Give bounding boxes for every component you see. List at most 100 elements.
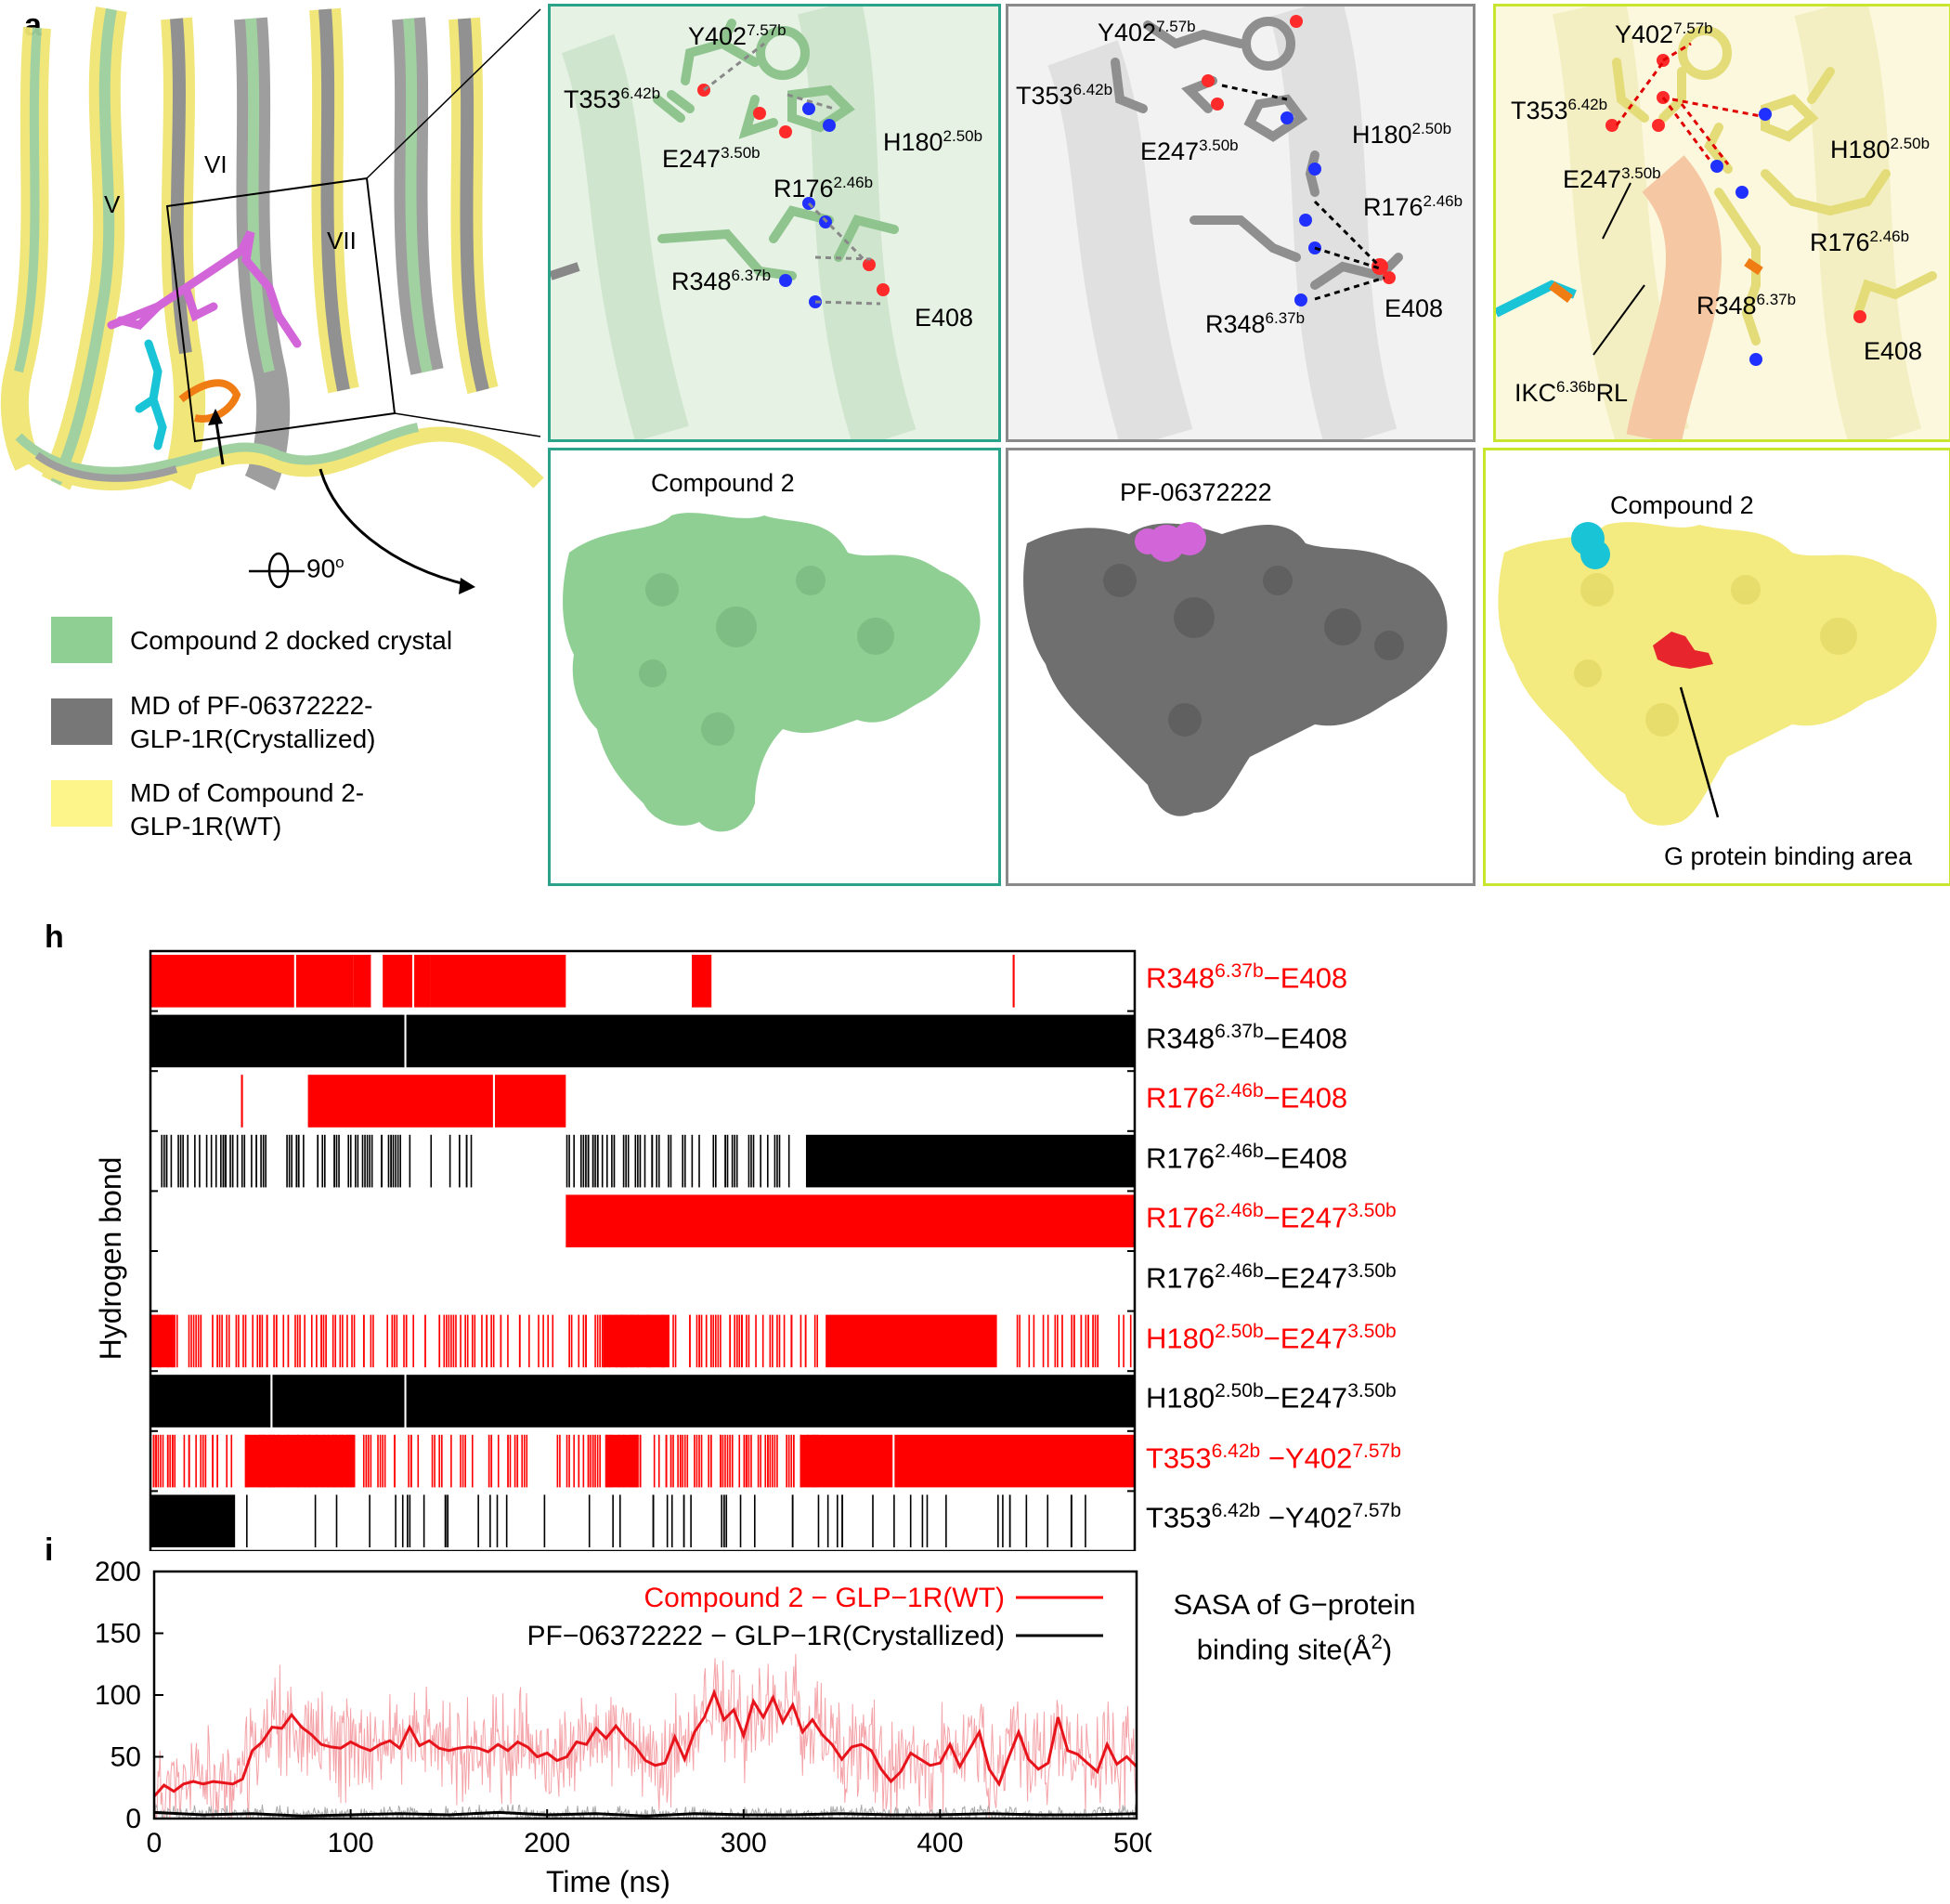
hbond-event — [686, 1434, 689, 1488]
c-label-e408: E408 — [1384, 294, 1444, 322]
hbond-event — [282, 1314, 285, 1368]
hbond-event — [568, 1434, 570, 1488]
hbond-event — [377, 1434, 379, 1488]
hbond-event — [333, 1134, 335, 1188]
hbond-event — [578, 1314, 580, 1368]
b-label-r176: R1762.46b — [774, 174, 874, 202]
hbond-event — [396, 1134, 399, 1188]
hbond-event — [496, 1494, 499, 1547]
hbond-event — [210, 1134, 213, 1188]
hbond-event — [712, 1314, 715, 1368]
sasa-xlabel: Time (ns) — [546, 1865, 670, 1898]
d-label-r176: R1762.46b — [1810, 228, 1910, 256]
hbond-event — [760, 1434, 761, 1488]
helix-label-vii: VII — [327, 227, 357, 254]
hbond-event — [748, 1314, 750, 1368]
hbond-event — [260, 1134, 262, 1188]
hbond-row-label: R1762.46b−E408 — [1146, 1140, 1348, 1175]
hbond-event — [278, 1434, 280, 1488]
hbond-event — [1094, 1314, 1097, 1368]
hbond-span — [406, 1375, 1136, 1428]
hbond-event — [231, 1134, 234, 1188]
c-label-e247: E2473.50b — [1140, 137, 1239, 165]
hbond-event — [729, 1434, 731, 1488]
hbond-event — [672, 1314, 674, 1368]
hbond-event — [1085, 1494, 1086, 1547]
hbond-span — [1012, 955, 1015, 1008]
hbond-event — [407, 1494, 409, 1547]
hbond-event — [288, 1134, 291, 1188]
panel-g: Compound 2 G protein binding area — [1483, 448, 1950, 886]
hbond-event — [738, 1314, 741, 1368]
hbond-event — [310, 1314, 313, 1368]
hbond-event — [1046, 1314, 1049, 1368]
hbond-event — [746, 1314, 748, 1368]
hbond-event — [618, 1494, 621, 1547]
hbond-event — [244, 1434, 247, 1488]
hbond-event — [766, 1134, 769, 1188]
f-title: PF-06372222 — [1120, 478, 1272, 506]
c-label-h180: H1802.50b — [1352, 120, 1452, 149]
hbond-span — [495, 1075, 566, 1128]
hbond-event — [634, 1434, 637, 1488]
hbond-span — [692, 955, 712, 1008]
hbond-event — [690, 1494, 692, 1547]
hbond-event — [722, 1494, 725, 1547]
hbond-event — [299, 1314, 301, 1368]
hbond-event — [195, 1434, 197, 1488]
hbond-event — [390, 1134, 393, 1188]
hbond-event — [176, 1314, 178, 1368]
hbond-event — [268, 1434, 271, 1488]
hbond-event — [1123, 1314, 1124, 1368]
hbond-event — [1129, 1314, 1132, 1368]
x-tick-label: 300 — [721, 1828, 767, 1858]
pf06372222-ligand — [107, 229, 302, 348]
hbond-event — [270, 1434, 273, 1488]
hbond-event — [438, 1434, 440, 1488]
hbond-event — [790, 1434, 793, 1488]
hbond-event — [349, 1134, 352, 1188]
hbond-event — [332, 1314, 334, 1368]
hbond-event — [670, 1134, 672, 1188]
hbond-event — [422, 1494, 425, 1547]
legend-label-pf-md: MD of PF-06372222- GLP-1R(Crystallized) — [130, 691, 376, 753]
hbond-event — [741, 1314, 743, 1368]
hbond-event — [294, 1314, 296, 1368]
hbond-event — [460, 1314, 462, 1368]
hbond-event — [474, 1314, 476, 1368]
hbond-event — [725, 1494, 728, 1547]
sasa-ylabel-line1: SASA of G−protein — [1173, 1588, 1416, 1621]
hbond-event — [1054, 1314, 1057, 1368]
hbond-event — [481, 1314, 483, 1368]
d-label-r348: R3486.37b — [1696, 291, 1797, 320]
y-tick-label: 50 — [110, 1742, 141, 1773]
hbond-event — [1046, 1494, 1049, 1547]
hbond-event — [448, 1314, 450, 1368]
hbond-event — [169, 1434, 171, 1488]
e-title: Compound 2 — [651, 469, 795, 497]
hbond-event — [205, 1134, 208, 1188]
hbond-event — [417, 1434, 420, 1488]
hbond-event — [570, 1314, 573, 1368]
hbond-event — [769, 1314, 772, 1368]
hbond-event — [739, 1494, 742, 1547]
hbond-event — [639, 1134, 642, 1188]
d-label-t353: T3536.42b — [1511, 96, 1608, 124]
hbond-event — [188, 1434, 190, 1488]
hbond-event — [335, 1134, 338, 1188]
hbond-event — [592, 1134, 594, 1188]
hbond-event — [596, 1134, 599, 1188]
hbond-event — [382, 1434, 384, 1488]
hbond-event — [813, 1314, 816, 1368]
d-label-ikc-motif: IKC6.36bRL — [1514, 378, 1629, 407]
hbond-event — [750, 1134, 752, 1188]
hbond-event — [708, 1434, 709, 1488]
hbond-event — [1085, 1314, 1087, 1368]
hbond-event — [364, 1134, 366, 1188]
hbond-event — [322, 1434, 325, 1488]
hbond-event — [486, 1314, 488, 1368]
hbond-event — [696, 1314, 698, 1368]
hbond-event — [357, 1134, 359, 1188]
hbond-event — [841, 1494, 844, 1547]
hbond-event — [246, 1494, 248, 1547]
